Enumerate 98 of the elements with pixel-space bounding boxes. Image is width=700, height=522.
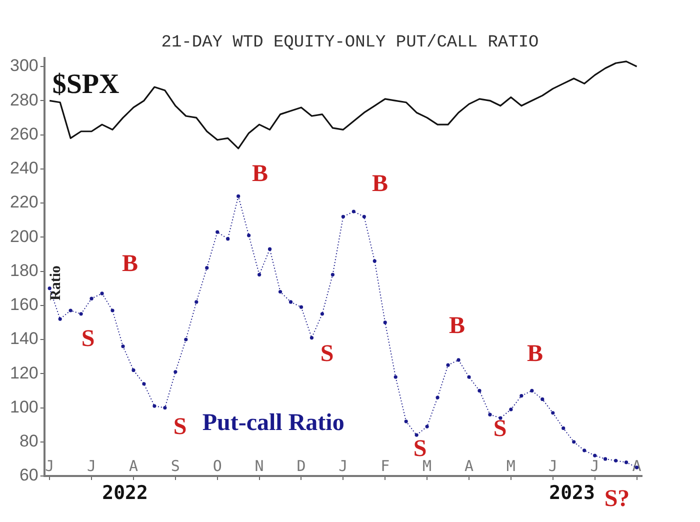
point	[184, 338, 188, 342]
point	[404, 420, 408, 424]
point	[394, 375, 398, 379]
point	[362, 214, 366, 218]
annotation: S	[173, 414, 187, 440]
point	[79, 312, 83, 316]
x-tick-label: J	[45, 456, 54, 475]
x-tick-label: J	[548, 456, 558, 475]
point	[174, 370, 178, 374]
y-tick-label: 240	[10, 158, 38, 178]
y-tick-label: 280	[10, 90, 38, 110]
point	[341, 214, 345, 218]
point	[446, 363, 450, 367]
y-tick-label: 220	[10, 192, 38, 212]
y-tick-label: 100	[10, 397, 38, 416]
y-tick-label: 140	[10, 329, 38, 348]
point	[58, 317, 62, 321]
point	[509, 408, 513, 412]
chart-title: 21-DAY WTD EQUITY-ONLY PUT/CALL RATIO	[161, 34, 539, 52]
point	[372, 259, 376, 263]
point	[498, 416, 502, 420]
point	[425, 424, 429, 428]
text: 2023	[549, 482, 595, 504]
point	[236, 194, 240, 198]
point	[194, 300, 198, 304]
x-tick-label: D	[296, 456, 306, 475]
point	[226, 237, 230, 241]
point	[100, 292, 104, 296]
annotation: S	[320, 341, 334, 368]
series-label: Put-call Ratio	[202, 410, 344, 436]
annotation: B	[448, 313, 466, 340]
x-tick-label: A	[464, 456, 474, 475]
y-tick-label: 200	[10, 226, 38, 246]
point	[320, 312, 324, 316]
point	[247, 234, 251, 238]
x-tick-label: M	[422, 456, 432, 475]
point	[614, 458, 618, 462]
point	[310, 336, 314, 340]
point	[258, 272, 262, 276]
point	[520, 394, 524, 398]
point	[68, 308, 72, 312]
annotation: B	[122, 251, 138, 278]
series-label: $SPX	[52, 69, 120, 100]
point	[383, 320, 387, 324]
point	[110, 308, 114, 312]
point	[467, 375, 471, 379]
y-tick-label: 260	[10, 124, 38, 144]
x-tick-label: A	[128, 456, 138, 475]
point	[152, 404, 156, 408]
point	[488, 412, 492, 416]
point	[478, 388, 482, 392]
point	[142, 382, 146, 386]
point	[90, 296, 94, 300]
point	[216, 230, 220, 234]
point	[572, 440, 576, 444]
text: 2022	[102, 482, 148, 504]
point	[132, 368, 136, 372]
point	[414, 433, 418, 437]
x-tick-label: J	[87, 456, 96, 475]
point	[330, 272, 334, 276]
point	[299, 305, 304, 309]
annotation: S	[81, 326, 95, 352]
y-axis-title: Ratio	[48, 266, 64, 300]
y-tick-label: 120	[10, 363, 38, 382]
y-tick-label: 60	[19, 466, 38, 485]
annotation: B	[372, 171, 388, 198]
y-tick-label: 80	[19, 432, 38, 451]
annotation: S	[493, 416, 507, 442]
y-tick-label: 180	[10, 260, 38, 280]
x-tick-label: M	[506, 456, 516, 475]
point	[562, 426, 566, 430]
point	[551, 411, 555, 415]
y-tick-label: 160	[10, 295, 38, 314]
point	[268, 247, 272, 251]
annotation: B	[526, 341, 544, 368]
point	[624, 460, 628, 464]
point	[163, 406, 167, 410]
x-tick-label: N	[254, 456, 264, 475]
point	[288, 300, 293, 304]
y-tick-label: 300	[10, 56, 38, 76]
point	[582, 448, 586, 452]
point	[121, 344, 125, 348]
x-tick-label: F	[380, 456, 390, 475]
point	[530, 388, 534, 392]
point	[540, 397, 544, 402]
point	[456, 358, 460, 362]
point	[205, 266, 209, 270]
point	[278, 290, 282, 294]
annotation: B	[252, 161, 268, 188]
point	[352, 210, 356, 214]
x-tick-label: S	[170, 456, 180, 475]
x-tick-label: J	[338, 456, 348, 475]
point	[436, 396, 440, 400]
text: S?	[604, 486, 630, 512]
point	[604, 457, 608, 461]
x-tick-label: O	[212, 456, 222, 475]
x-tick-label: J	[590, 456, 600, 475]
point	[593, 454, 597, 458]
